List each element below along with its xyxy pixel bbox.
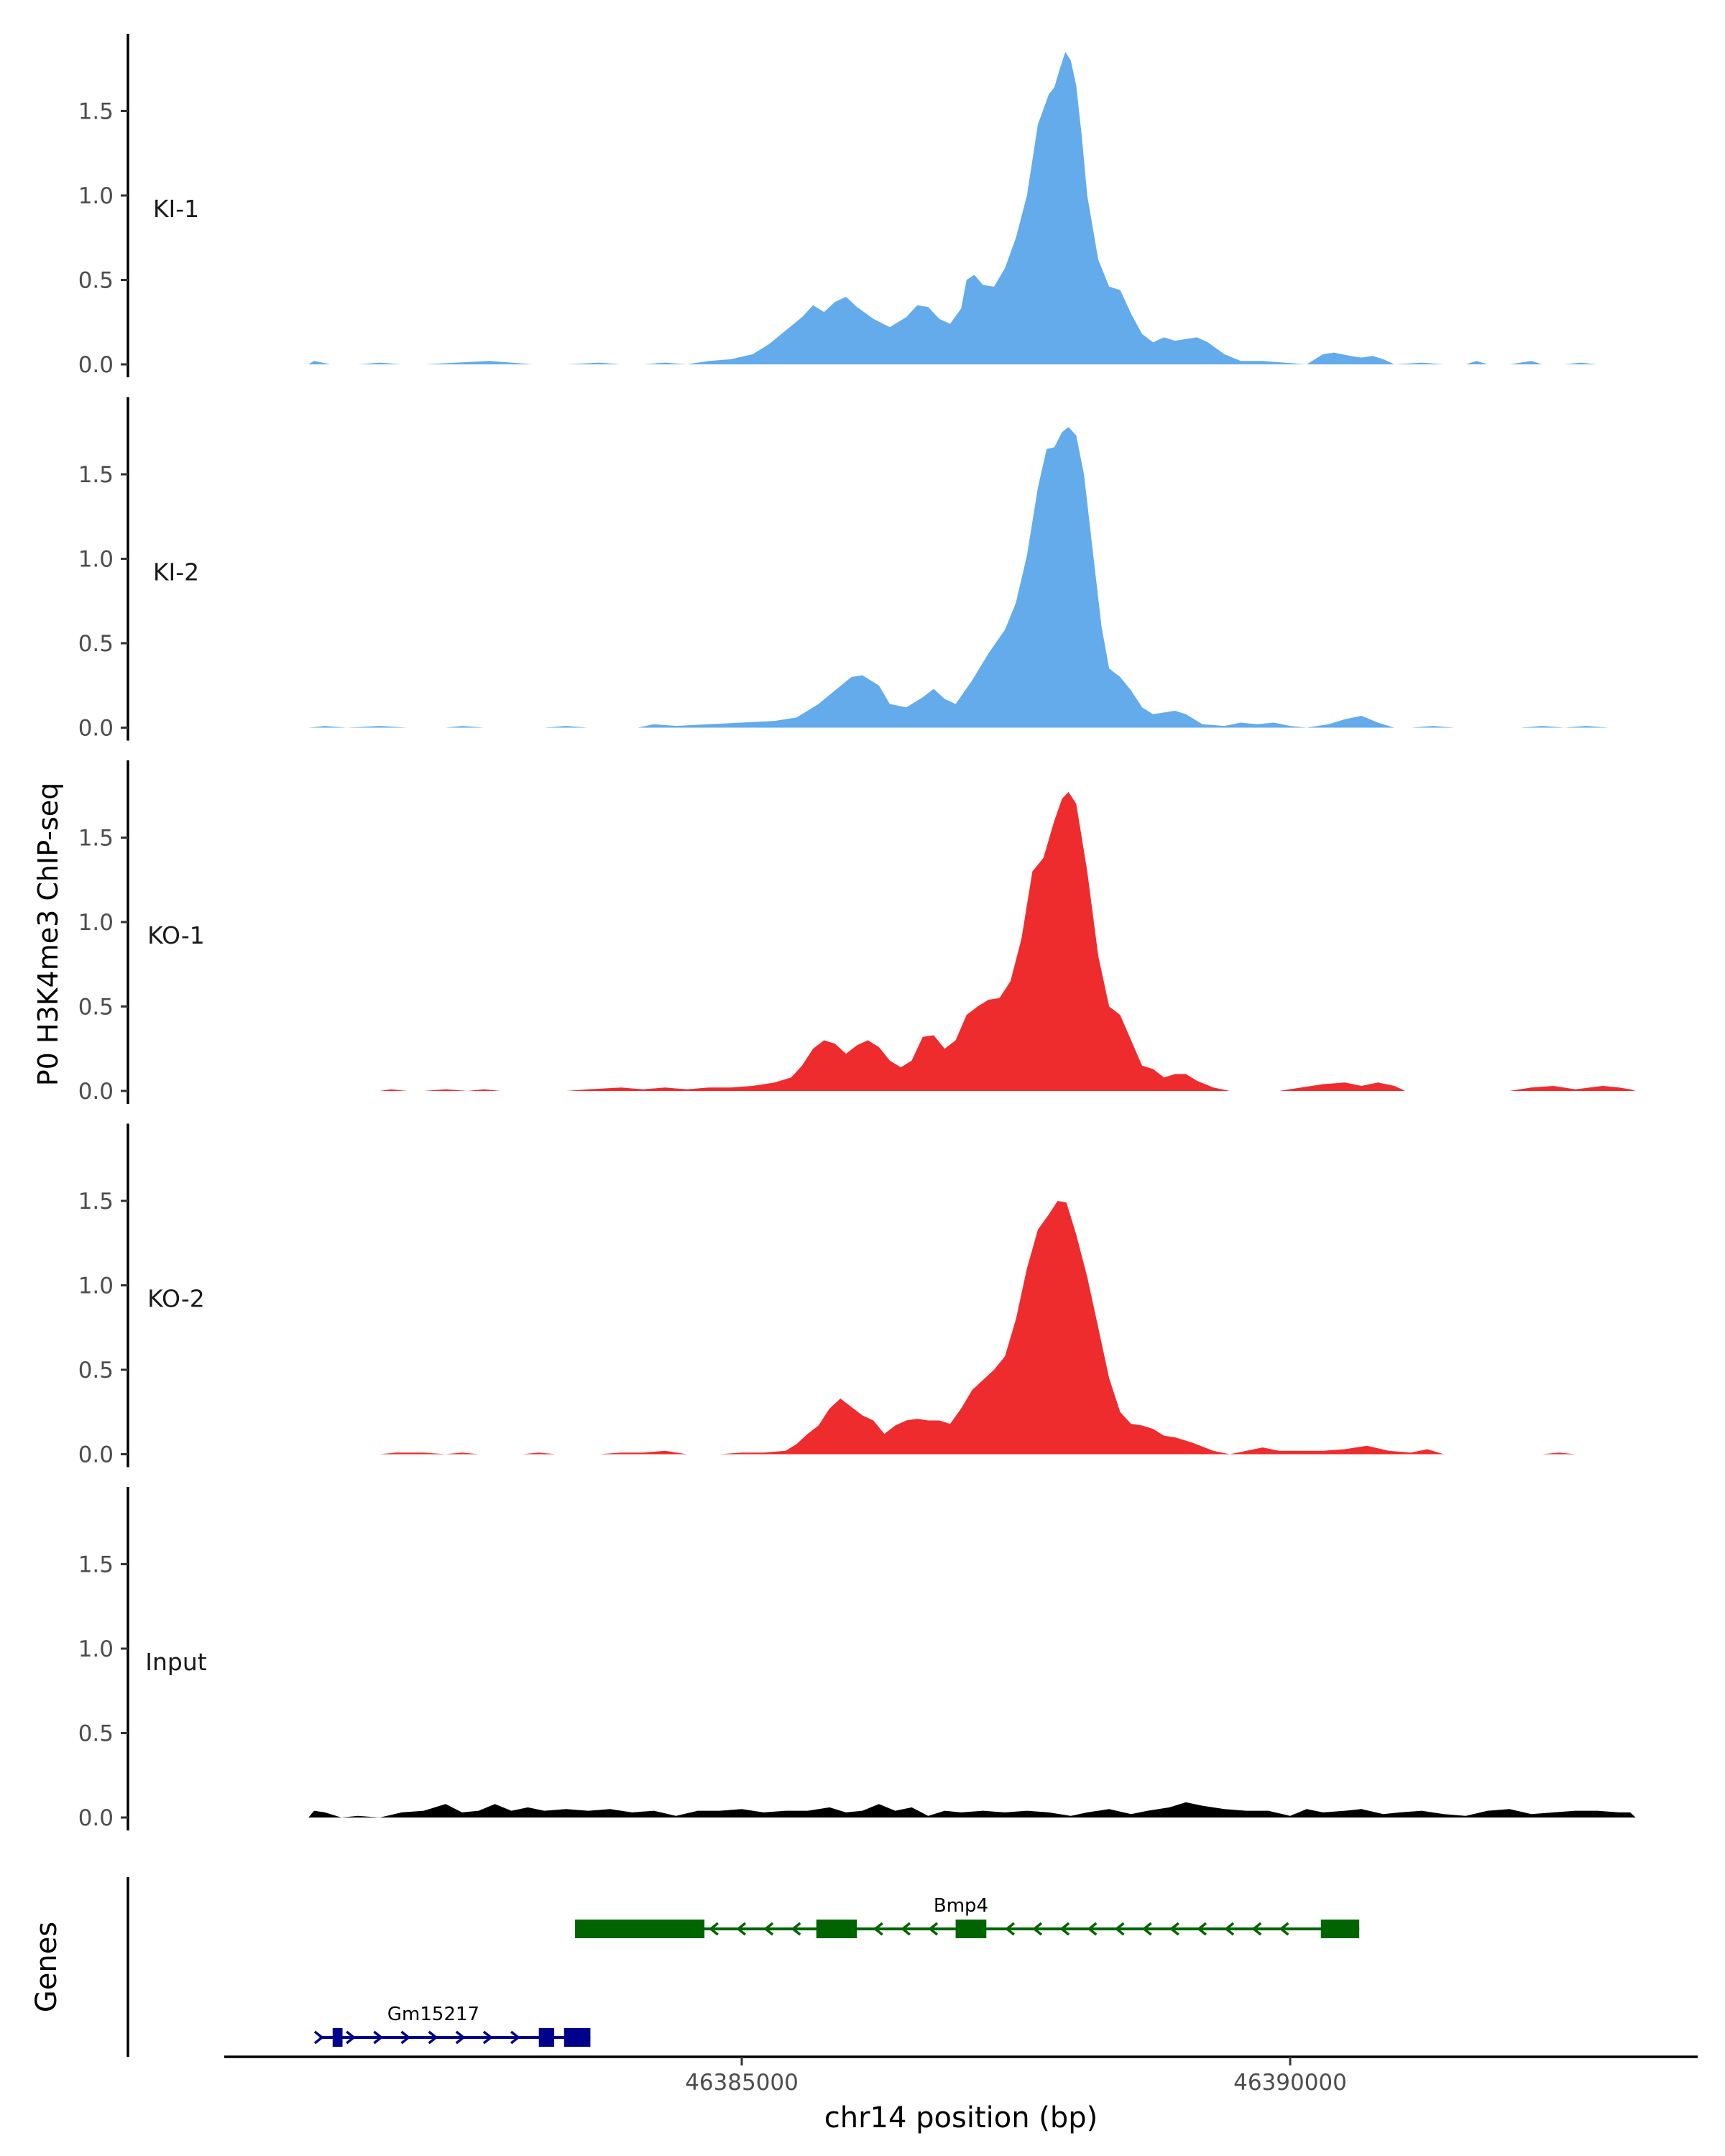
strand-arrow-icon [873, 1922, 883, 1936]
y-tick-label: 1.0 [78, 1636, 114, 1662]
gene-exon [575, 1920, 705, 1938]
gene-exon [1320, 1920, 1360, 1938]
track-ko-1: 0.0 0.5 1.0 1.5 KO-1 [78, 760, 1636, 1105]
strand-arrow-icon [1059, 1922, 1070, 1936]
gene-bmp4: Bmp4 [575, 1895, 1360, 1938]
y-tick-label: 1.0 [78, 910, 114, 936]
y-tick-label: 0.0 [78, 1442, 114, 1468]
y-tick-label: 1.0 [78, 1273, 114, 1299]
y-tick-label: 1.5 [78, 826, 114, 852]
strand-arrow-icon [1032, 1922, 1043, 1936]
strand-arrow-icon [373, 2030, 384, 2045]
strand-arrow-icon [1087, 1922, 1098, 1936]
y-tick-label: 1.5 [78, 1552, 114, 1578]
strand-arrow-icon [763, 1922, 774, 1936]
x-axis: 46385000 46390000 [224, 2055, 1698, 2096]
coverage-area-ki-2 [308, 427, 1619, 728]
gene-exon [816, 1920, 857, 1938]
strand-arrow-icon [1005, 1922, 1015, 1936]
track-label-ki-2: KI-2 [153, 558, 199, 586]
strand-arrow-icon [346, 2030, 356, 2045]
track-label-ko-2: KO-2 [147, 1285, 205, 1313]
track-label-ki-1: KI-1 [153, 195, 199, 223]
strand-arrow-icon [709, 1922, 719, 1936]
strand-arrow-icon [510, 2030, 520, 2045]
coverage-area-ki-1 [308, 52, 1619, 365]
y-tick-label: 0.0 [78, 1805, 114, 1831]
gene-annotation-track: Gm15217 Bmp4 [126, 1877, 1360, 2057]
gene-exon [564, 2028, 591, 2047]
strand-arrow-icon [736, 1922, 747, 1936]
x-tick-label: 46390000 [1233, 2070, 1347, 2096]
y-tick-label: 0.5 [78, 1358, 114, 1383]
strand-arrow-icon [791, 1922, 801, 1936]
y-tick-label: 1.5 [78, 1189, 114, 1215]
y-tick-label: 0.0 [78, 716, 114, 742]
gene-exon [332, 2028, 343, 2047]
y-tick-label: 0.0 [78, 352, 114, 378]
track-input: 0.0 0.5 1.0 1.5 Input [78, 1487, 1636, 1831]
strand-arrow-icon [400, 2030, 411, 2045]
strand-arrow-icon [1251, 1922, 1262, 1936]
strand-arrow-icon [1169, 1922, 1179, 1936]
coverage-area-input [308, 1802, 1636, 1818]
y-tick-label: 1.5 [78, 99, 114, 125]
track-ko-2: 0.0 0.5 1.0 1.5 KO-2 [78, 1123, 1576, 1468]
y-tick-label: 0.0 [78, 1079, 114, 1105]
strand-arrow-icon [428, 2030, 438, 2045]
genes-axis-title: Genes [30, 1922, 63, 2012]
strand-arrow-icon [1141, 1922, 1152, 1936]
strand-arrow-icon [1197, 1922, 1208, 1936]
strand-arrow-icon [455, 2030, 466, 2045]
gene-label-gm15217: Gm15217 [387, 2004, 479, 2025]
y-tick-label: 1.0 [78, 183, 114, 209]
y-tick-label: 0.5 [78, 268, 114, 294]
y-axis-title: P0 H3K4me3 ChIP-seq [32, 783, 64, 1087]
gene-label-bmp4: Bmp4 [934, 1895, 988, 1917]
strand-arrow-icon [901, 1922, 911, 1936]
coverage-area-ko-1 [380, 792, 1636, 1091]
track-ki-2: 0.0 0.5 1.0 1.5 KI-2 [78, 397, 1619, 742]
track-ki-1: 0.0 0.5 1.0 1.5 KI-1 [78, 34, 1619, 378]
x-axis-title: chr14 position (bp) [824, 2101, 1098, 2134]
y-tick-label: 1.0 [78, 547, 114, 573]
strand-arrow-icon [928, 1922, 939, 1936]
gene-exon [955, 1920, 987, 1938]
strand-arrow-icon [313, 2030, 324, 2045]
strand-arrow-icon [1114, 1922, 1125, 1936]
coverage-area-ko-2 [380, 1201, 1576, 1455]
gene-exon [538, 2028, 555, 2047]
track-label-input: Input [145, 1648, 207, 1676]
x-tick-label: 46385000 [685, 2070, 799, 2096]
gene-gm15217: Gm15217 [313, 2004, 591, 2047]
y-tick-label: 0.5 [78, 995, 114, 1021]
y-tick-label: 1.5 [78, 462, 114, 488]
y-tick-label: 0.5 [78, 631, 114, 657]
track-label-ko-1: KO-1 [147, 921, 205, 949]
strand-arrow-icon [1279, 1922, 1289, 1936]
y-tick-label: 0.5 [78, 1721, 114, 1747]
strand-arrow-icon [1224, 1922, 1235, 1936]
strand-arrow-icon [482, 2030, 493, 2045]
coverage-tracks: 0.0 0.5 1.0 1.5 KI-1 0.0 0.5 1.0 1.5 KI-2 0.0 0.5 1.… [78, 34, 1636, 1831]
